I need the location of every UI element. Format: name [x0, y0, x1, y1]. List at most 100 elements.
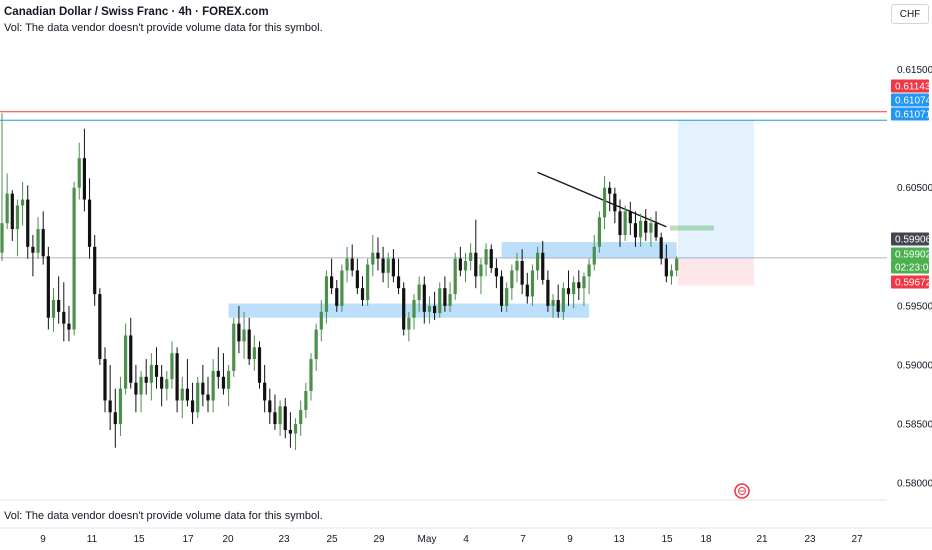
candle	[345, 258, 349, 271]
candle	[129, 335, 133, 383]
candle	[510, 270, 514, 289]
candle	[381, 258, 385, 273]
price-badge-bg	[891, 275, 929, 289]
price-badge-bg	[891, 232, 929, 246]
candle	[77, 158, 81, 188]
candle	[417, 284, 421, 300]
candle	[154, 365, 159, 377]
candle	[541, 252, 545, 280]
candle	[160, 376, 164, 389]
time-tick-label: 9	[40, 534, 46, 545]
candle	[458, 258, 462, 271]
price-badge-label: 0.61143	[895, 82, 931, 93]
candle	[644, 220, 648, 233]
candle	[196, 382, 200, 413]
candle	[551, 300, 555, 306]
candle	[134, 382, 138, 395]
price-badge-label: 0.59906	[895, 235, 932, 246]
candle	[21, 199, 25, 206]
time-tick-label: 15	[661, 534, 673, 545]
candle	[664, 258, 668, 277]
candle	[252, 347, 256, 360]
price-tick-label: 0.60500	[897, 183, 932, 194]
candle	[443, 288, 447, 306]
candle	[499, 276, 504, 306]
candle	[608, 187, 612, 194]
time-tick-label: 9	[567, 534, 573, 545]
position-fill-marker	[670, 225, 714, 231]
price-badges: 0.61143 0.61074 0.61071 0.59906 0.59902 02:23…	[891, 79, 932, 289]
price-badge-bg	[891, 260, 929, 274]
candle	[479, 264, 483, 277]
time-tick-label: 18	[700, 534, 712, 545]
time-scale[interactable]: 9 11 15 17 20 23 25 29 May 4 7 9 13 15 18 21 23 27	[40, 534, 863, 545]
trendline	[537, 171, 667, 228]
price-badge: 0.59902	[891, 247, 932, 261]
candle	[669, 270, 674, 277]
price-tick-label: 0.59500	[897, 301, 932, 312]
long-position-stop-zone	[678, 258, 754, 286]
candle	[587, 264, 591, 277]
candle	[299, 409, 303, 425]
candle	[402, 288, 406, 330]
price-tick-label: 0.61500	[897, 65, 932, 76]
candle	[283, 406, 287, 430]
support-zone	[501, 242, 677, 259]
candle	[536, 252, 540, 271]
time-tick-label: 11	[87, 534, 98, 545]
candle	[582, 276, 586, 289]
candle	[633, 223, 638, 238]
candle	[227, 370, 231, 389]
candle	[366, 264, 370, 300]
currency-selector[interactable]: CHF	[891, 4, 929, 24]
price-badge-bg	[891, 93, 929, 107]
candle	[31, 246, 35, 253]
position-layer	[670, 119, 754, 286]
candle	[433, 305, 437, 313]
price-scale[interactable]: 0.61500 0.60500 0.59500 0.59000 0.58500 0.580…	[897, 65, 932, 490]
lines-layer	[0, 111, 887, 259]
candle	[494, 268, 498, 277]
time-tick-label: 17	[182, 534, 194, 545]
price-badge: 0.59672	[891, 275, 932, 289]
volume-note-bottom: Vol: The data vendor doesn't provide vol…	[4, 510, 323, 522]
candle	[268, 400, 272, 413]
candle	[628, 211, 632, 224]
candle	[438, 288, 442, 313]
candle	[391, 258, 395, 277]
candle	[149, 365, 153, 383]
price-tick-label: 0.59000	[897, 361, 932, 372]
candle	[118, 388, 123, 425]
candle	[124, 335, 128, 389]
candle	[15, 205, 20, 230]
candle	[232, 323, 236, 371]
price-tick-label: 0.58000	[897, 479, 932, 490]
candle	[659, 237, 663, 259]
candle	[515, 261, 519, 271]
price-tick-label: 0.58500	[897, 420, 932, 431]
candle	[324, 276, 329, 312]
candle	[175, 353, 179, 401]
zones-layer	[228, 242, 677, 318]
price-badge: 0.61071	[891, 107, 932, 121]
candle	[463, 261, 468, 271]
candle	[577, 282, 581, 289]
time-tick-label: 15	[133, 534, 145, 545]
economic-event-icon[interactable]	[734, 483, 750, 499]
candle	[556, 300, 560, 312]
time-tick-label: 23	[804, 534, 816, 545]
candle	[103, 359, 107, 401]
candle	[87, 199, 92, 247]
time-tick-label: 21	[756, 534, 768, 545]
candle	[93, 246, 97, 295]
candle	[484, 249, 488, 265]
candle	[602, 187, 607, 218]
candle	[62, 311, 66, 324]
candle	[376, 252, 380, 259]
support-zone	[228, 303, 590, 318]
candle	[41, 229, 45, 257]
candle	[448, 294, 452, 306]
candle	[618, 211, 622, 235]
candle	[386, 258, 390, 273]
